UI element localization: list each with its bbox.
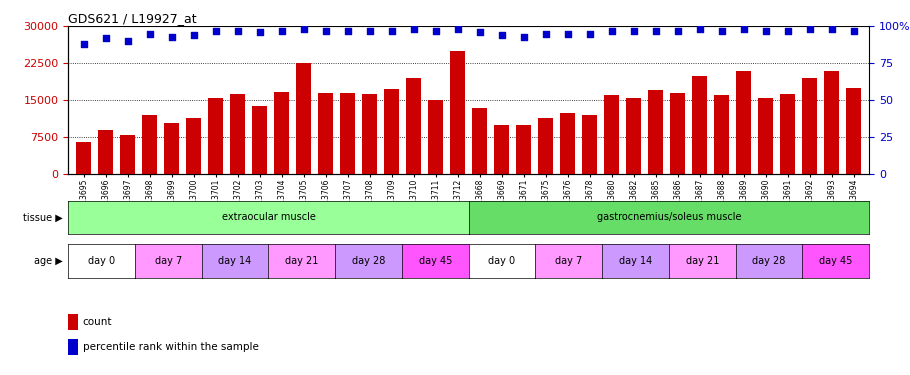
Text: day 14: day 14 <box>218 256 252 266</box>
Point <box>362 28 377 34</box>
Text: day 0: day 0 <box>88 256 116 266</box>
Bar <box>582 115 597 174</box>
Bar <box>780 94 795 174</box>
Point <box>142 31 157 37</box>
Bar <box>340 93 355 174</box>
Bar <box>450 51 465 174</box>
Text: day 7: day 7 <box>555 256 582 266</box>
Bar <box>76 142 91 174</box>
Bar <box>494 125 510 174</box>
Point <box>187 32 201 38</box>
Text: day 45: day 45 <box>819 256 853 266</box>
Point <box>626 28 641 34</box>
Point <box>714 28 729 34</box>
Point <box>297 26 311 32</box>
Bar <box>604 95 620 174</box>
Bar <box>560 112 575 174</box>
Bar <box>68 314 78 330</box>
Point <box>318 28 333 34</box>
Point <box>252 29 267 35</box>
Bar <box>164 123 179 174</box>
Text: day 14: day 14 <box>619 256 652 266</box>
Bar <box>296 63 311 174</box>
Point <box>539 31 553 37</box>
Bar <box>186 118 201 174</box>
Text: day 0: day 0 <box>489 256 516 266</box>
Text: day 28: day 28 <box>352 256 385 266</box>
Point <box>76 41 91 47</box>
Point <box>604 28 619 34</box>
Bar <box>98 130 114 174</box>
Text: extraocular muscle: extraocular muscle <box>221 213 316 222</box>
Bar <box>68 339 78 355</box>
Text: count: count <box>83 316 112 327</box>
Bar <box>252 106 268 174</box>
Point <box>494 32 509 38</box>
Bar <box>802 78 817 174</box>
Point <box>429 28 443 34</box>
Point <box>561 31 575 37</box>
Point <box>208 28 223 34</box>
Point <box>230 28 245 34</box>
Point <box>120 38 135 44</box>
Bar <box>318 93 333 174</box>
Text: day 45: day 45 <box>419 256 452 266</box>
Point <box>407 26 421 32</box>
Point <box>98 35 113 41</box>
Point <box>384 28 399 34</box>
Point <box>824 26 839 32</box>
Point <box>165 34 179 40</box>
Text: day 7: day 7 <box>155 256 182 266</box>
Text: day 21: day 21 <box>285 256 318 266</box>
Bar <box>406 78 421 174</box>
Bar <box>670 93 685 174</box>
Text: day 21: day 21 <box>685 256 719 266</box>
Bar <box>626 98 642 174</box>
Point <box>340 28 355 34</box>
Point <box>671 28 685 34</box>
Text: percentile rank within the sample: percentile rank within the sample <box>83 342 258 352</box>
Bar <box>428 100 443 174</box>
Point <box>758 28 773 34</box>
Point <box>582 31 597 37</box>
Bar <box>846 88 862 174</box>
Bar <box>384 90 399 174</box>
Point <box>472 29 487 35</box>
Bar <box>758 98 774 174</box>
Bar <box>142 115 157 174</box>
Bar <box>208 98 223 174</box>
Bar <box>274 92 289 174</box>
Bar <box>362 94 378 174</box>
Text: GDS621 / L19927_at: GDS621 / L19927_at <box>68 12 197 25</box>
Bar <box>648 90 663 174</box>
Text: tissue ▶: tissue ▶ <box>23 213 63 222</box>
Point <box>736 26 751 32</box>
Point <box>846 28 861 34</box>
Point <box>516 34 531 40</box>
Bar <box>472 108 488 174</box>
Point <box>803 26 817 32</box>
Point <box>648 28 662 34</box>
Point <box>781 28 795 34</box>
Text: day 28: day 28 <box>753 256 785 266</box>
Bar <box>736 70 752 174</box>
Bar <box>230 94 246 174</box>
Point <box>693 26 707 32</box>
Bar <box>714 95 729 174</box>
Bar <box>538 118 553 174</box>
Point <box>275 28 289 34</box>
Bar <box>516 125 531 174</box>
Text: age ▶: age ▶ <box>34 256 63 266</box>
Text: gastrocnemius/soleus muscle: gastrocnemius/soleus muscle <box>597 213 741 222</box>
Bar <box>120 135 136 174</box>
Point <box>450 26 465 32</box>
Bar <box>692 76 707 174</box>
Bar <box>824 70 839 174</box>
